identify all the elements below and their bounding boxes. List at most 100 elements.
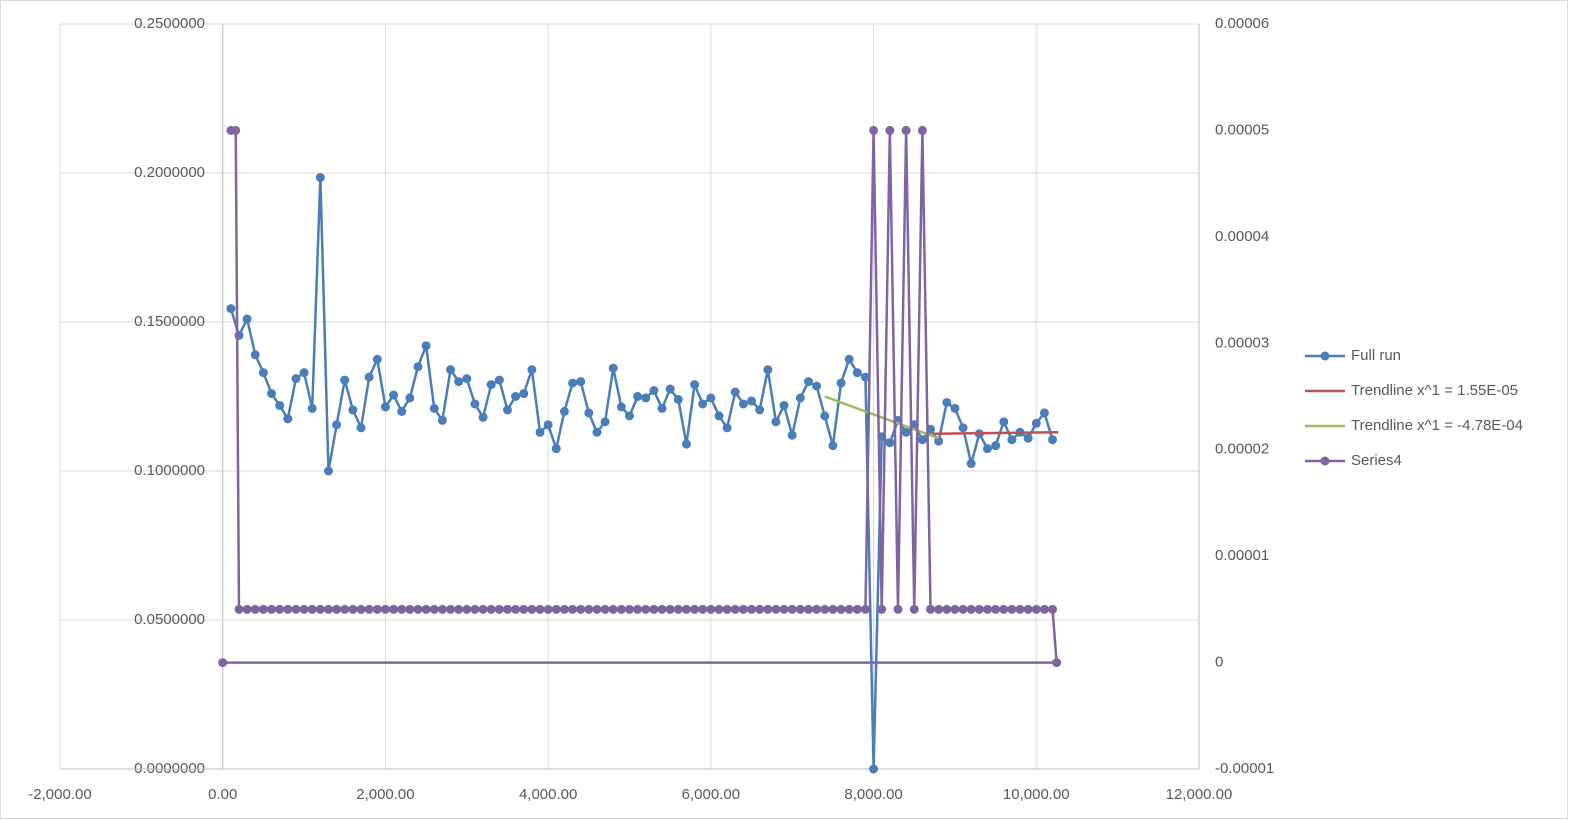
y-tick-label: 0.2000000	[134, 164, 205, 181]
data-point	[934, 604, 944, 614]
y-tick-label: 0.0500000	[134, 611, 205, 628]
data-point	[315, 604, 325, 614]
legend-marker	[1320, 456, 1330, 466]
data-point	[698, 399, 708, 409]
data-point	[250, 350, 260, 360]
series-line	[934, 431, 1059, 435]
y2-tick-label: 0.00006	[1215, 15, 1269, 32]
data-point	[1039, 604, 1049, 614]
data-point	[543, 420, 553, 430]
data-point	[275, 604, 285, 614]
data-point	[405, 604, 415, 614]
data-point	[917, 125, 927, 135]
legend-label: Trendline x^1 = 1.55E-05	[1351, 382, 1518, 399]
data-point	[950, 604, 960, 614]
data-point	[893, 604, 903, 614]
data-point	[242, 604, 252, 614]
data-point	[982, 604, 992, 614]
data-point	[1007, 604, 1017, 614]
data-point	[763, 604, 773, 614]
data-point	[454, 604, 464, 614]
data-point	[999, 417, 1009, 427]
data-point	[437, 604, 447, 614]
data-point	[218, 658, 228, 668]
data-point	[600, 417, 610, 427]
data-point	[771, 417, 781, 427]
data-point	[665, 384, 675, 394]
data-point	[234, 330, 244, 340]
data-point	[421, 341, 431, 351]
data-point	[372, 354, 382, 364]
data-point	[958, 423, 968, 433]
data-point	[722, 423, 732, 433]
data-point	[421, 604, 431, 614]
data-point	[706, 393, 716, 403]
data-point	[1048, 604, 1058, 614]
data-point	[584, 604, 594, 614]
data-point	[250, 604, 260, 614]
data-point	[275, 400, 285, 410]
data-point	[812, 381, 822, 391]
data-point	[665, 604, 675, 614]
data-point	[803, 377, 813, 387]
x-tick-label: -2,000.00	[28, 786, 91, 803]
data-point	[397, 406, 407, 416]
data-point	[681, 439, 691, 449]
data-point	[828, 604, 838, 614]
y2-tick-label: -0.00001	[1215, 760, 1274, 777]
data-point	[559, 604, 569, 614]
data-point	[348, 405, 358, 415]
data-point	[494, 604, 504, 614]
data-point	[974, 604, 984, 614]
data-point	[730, 604, 740, 614]
data-point	[755, 405, 765, 415]
data-point	[681, 604, 691, 614]
data-point	[771, 604, 781, 614]
data-point	[690, 380, 700, 390]
data-point	[673, 394, 683, 404]
y2-tick-label: 0.00001	[1215, 547, 1269, 564]
data-point	[860, 604, 870, 614]
data-point	[511, 392, 521, 401]
data-point	[1023, 604, 1033, 614]
data-point	[1007, 435, 1017, 445]
data-point	[340, 375, 350, 385]
data-point	[315, 172, 325, 182]
data-point	[942, 397, 952, 407]
data-point	[364, 604, 374, 614]
data-point	[877, 604, 887, 614]
x-tick-label: 10,000.00	[1003, 786, 1070, 803]
data-point	[478, 412, 488, 422]
data-point	[852, 604, 862, 614]
y2-tick-label: 0.00005	[1215, 121, 1269, 138]
data-point	[779, 604, 789, 614]
data-point	[942, 604, 952, 614]
data-point	[1015, 604, 1025, 614]
data-point	[584, 408, 594, 418]
data-point	[486, 604, 496, 614]
data-point	[258, 368, 268, 378]
data-point	[559, 406, 569, 416]
data-point	[486, 380, 496, 390]
legend-label: Series4	[1351, 452, 1402, 469]
data-point	[535, 604, 545, 614]
data-point	[231, 125, 241, 135]
data-point	[348, 604, 358, 614]
data-point	[372, 604, 382, 614]
data-point	[1039, 408, 1049, 418]
data-point	[625, 411, 634, 421]
data-point	[657, 604, 667, 614]
data-point	[389, 390, 399, 400]
data-point	[844, 354, 854, 364]
data-point	[551, 444, 561, 454]
data-point	[364, 372, 374, 382]
data-point	[779, 400, 789, 410]
data-point	[332, 604, 342, 614]
series-line	[824, 395, 940, 440]
data-point	[934, 436, 944, 446]
data-point	[836, 378, 846, 388]
x-tick-label: 8,000.00	[844, 786, 902, 803]
data-point	[600, 604, 610, 614]
data-point	[844, 604, 854, 614]
data-point	[429, 604, 439, 614]
